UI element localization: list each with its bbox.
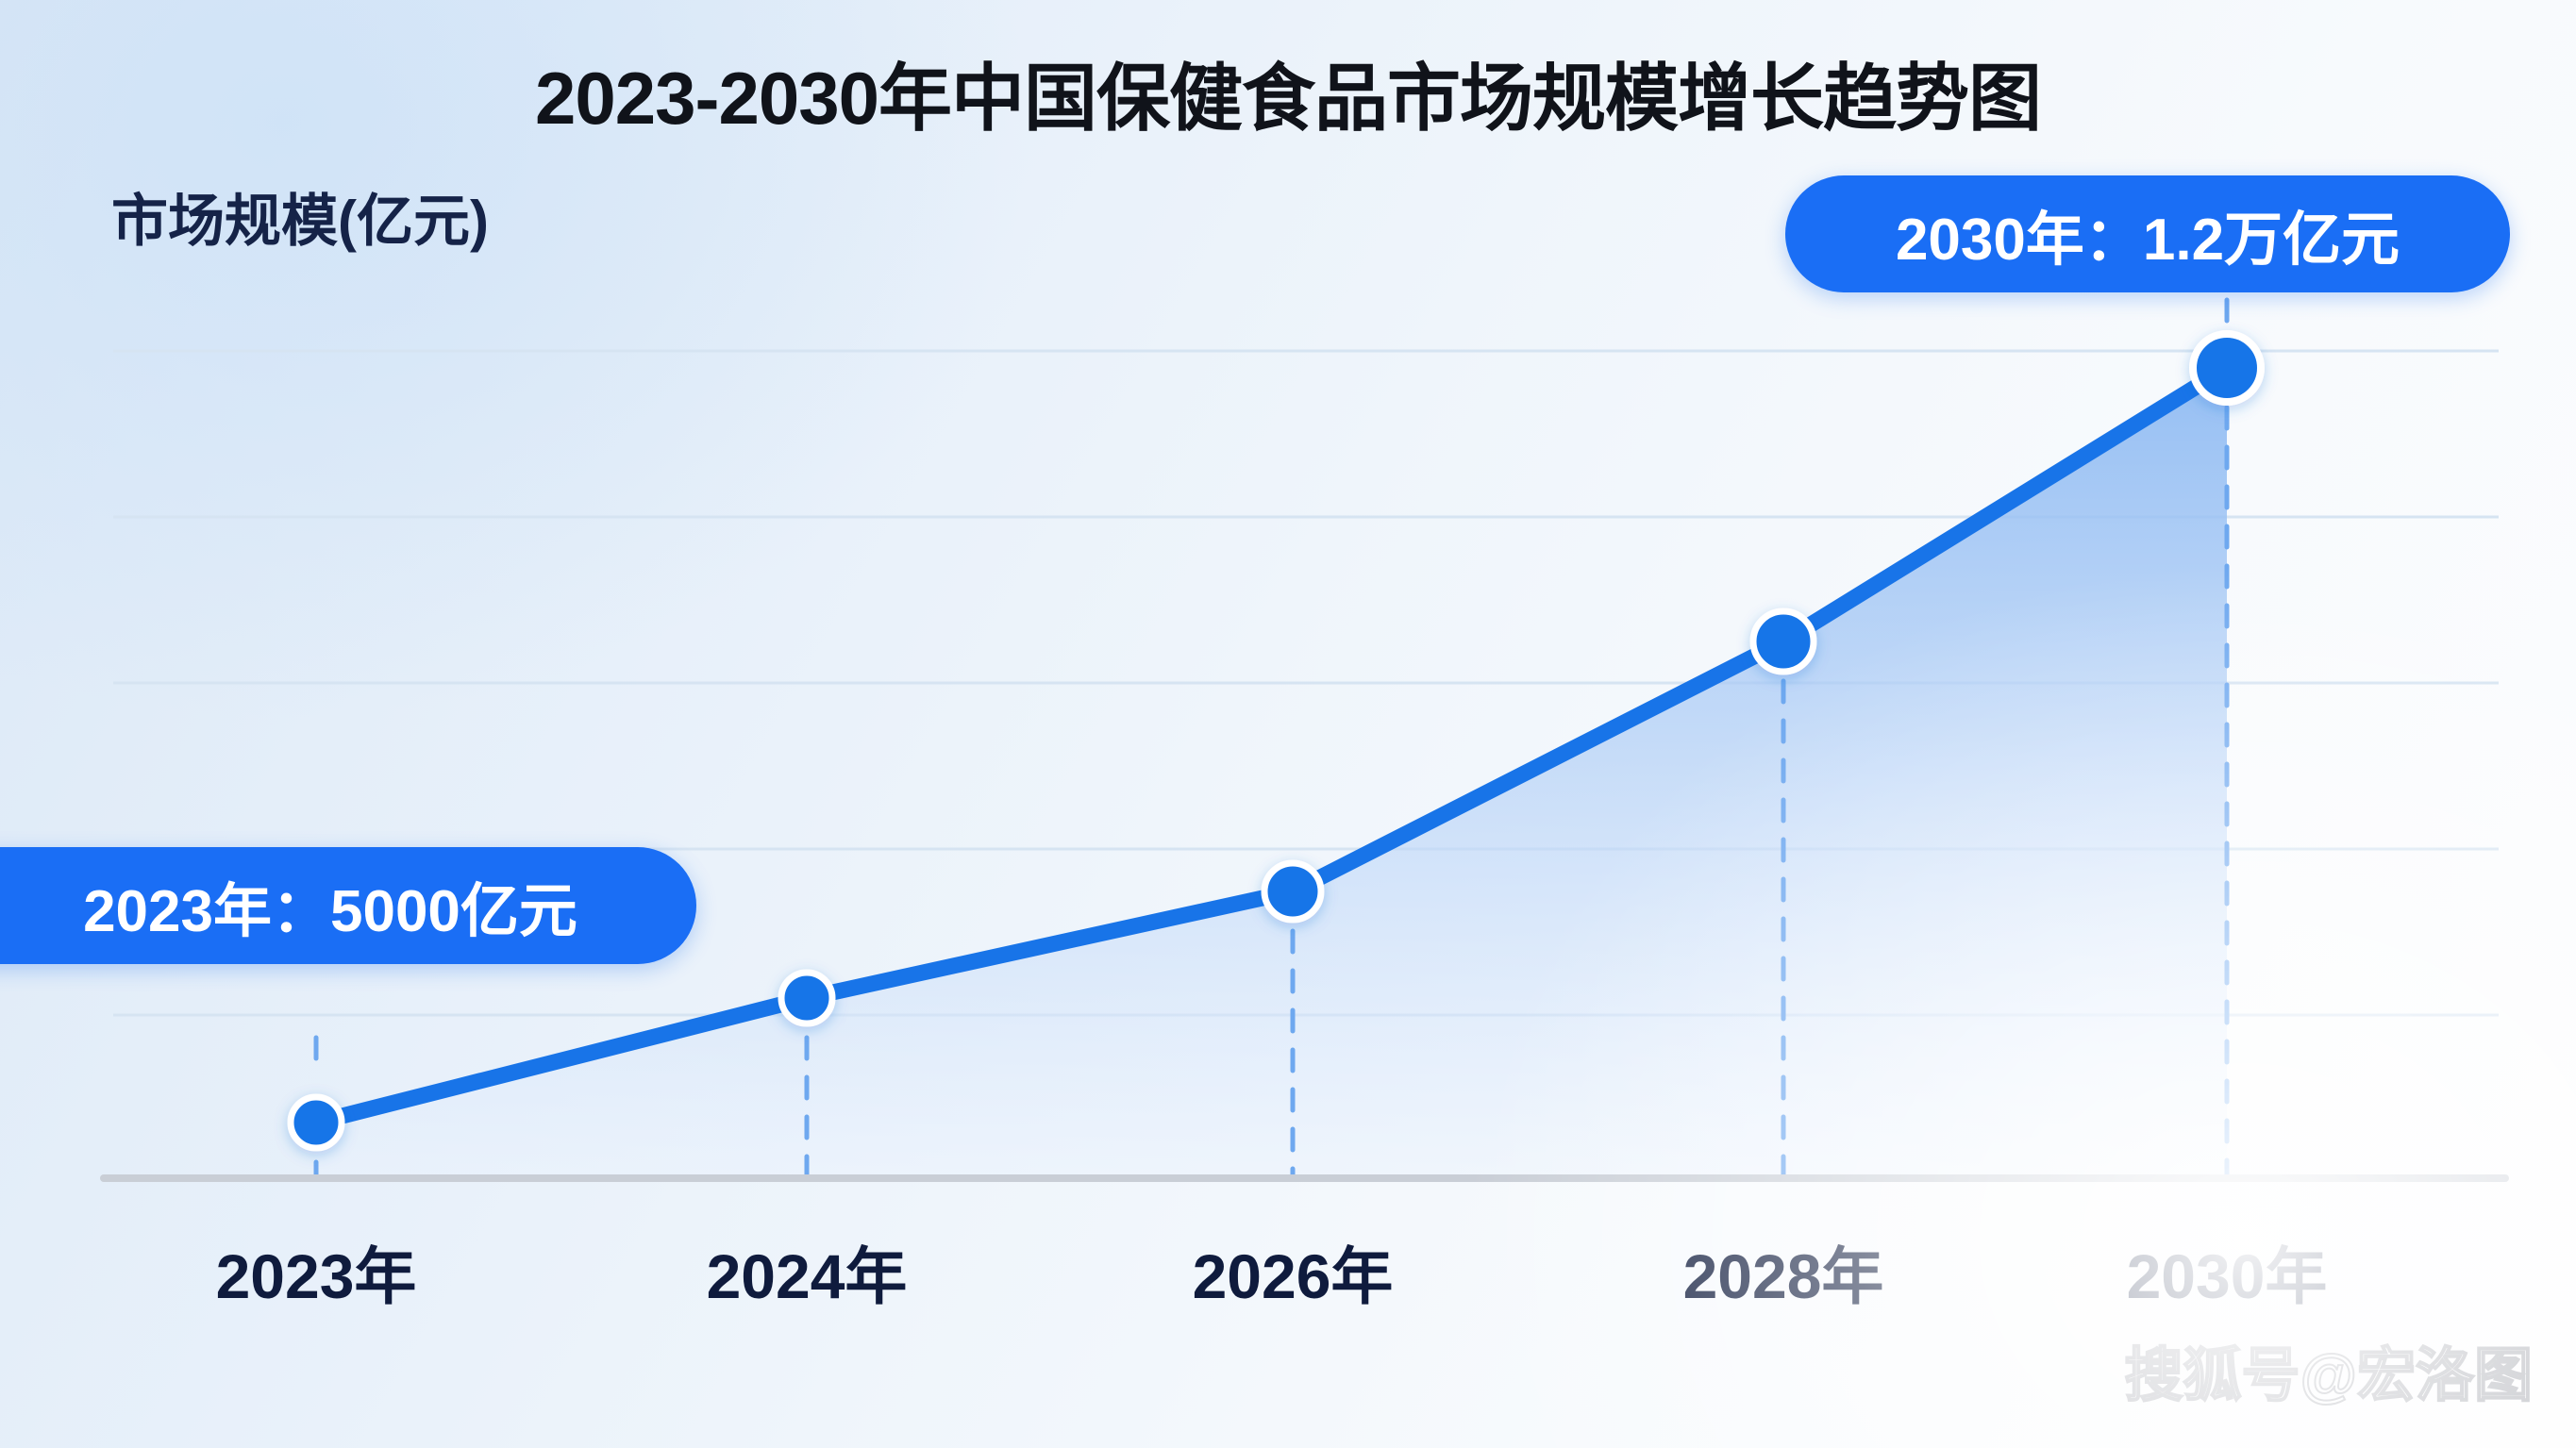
x-axis-tick-2026: 2026年 bbox=[1192, 1241, 1394, 1311]
x-axis-tick-2024: 2024年 bbox=[706, 1241, 908, 1311]
callout-badge-2030[interactable]: 2030年：1.2万亿元 bbox=[1785, 175, 2510, 292]
page-title: 2023-2030年中国保健食品市场规模增长趋势图 bbox=[534, 57, 2042, 140]
x-axis-tick-2023: 2023年 bbox=[215, 1241, 417, 1311]
y-axis-caption: 市场规模(亿元) bbox=[111, 190, 489, 253]
callout-badge-2023[interactable]: 2023年：5000亿元 bbox=[0, 847, 696, 964]
data-point-2030[interactable] bbox=[2189, 330, 2265, 406]
x-axis-tick-2028: 2028年 bbox=[1682, 1241, 1884, 1311]
droplines bbox=[313, 365, 2230, 1180]
series-area bbox=[316, 368, 2227, 1177]
data-point-markers bbox=[287, 330, 2265, 1152]
data-point-2028[interactable] bbox=[1749, 607, 1817, 675]
data-point-2024[interactable] bbox=[778, 969, 836, 1027]
watermark: 搜狐号@宏洛图 bbox=[2124, 1342, 2534, 1409]
data-point-2023[interactable] bbox=[287, 1093, 345, 1152]
data-point-2026[interactable] bbox=[1261, 859, 1325, 924]
x-axis-tick-2030: 2030年 bbox=[2126, 1241, 2328, 1311]
